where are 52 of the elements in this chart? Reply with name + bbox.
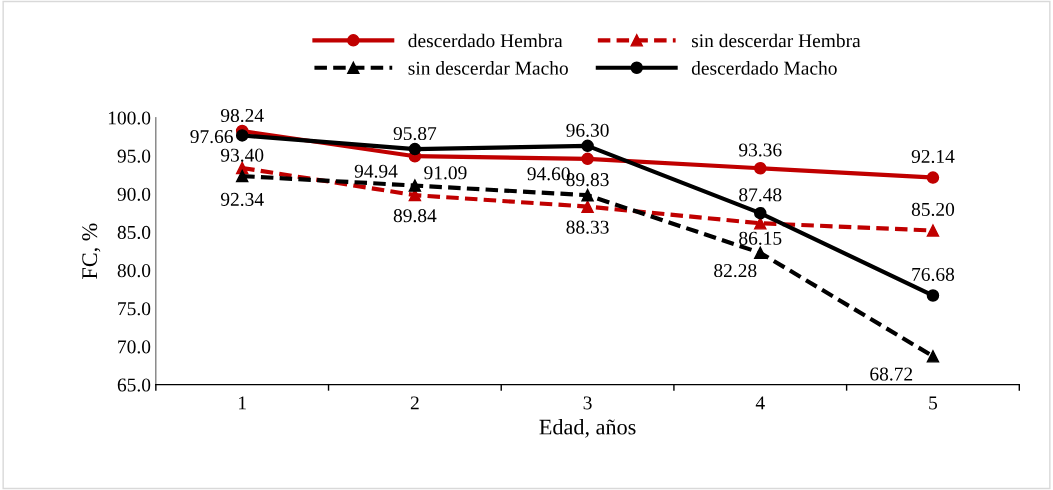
point: [754, 206, 767, 220]
data-label: 88.33: [566, 220, 609, 234]
point: [581, 188, 594, 202]
data-label: 92.14: [911, 149, 955, 164]
legend-label: descerdado Macho: [691, 61, 837, 75]
data-label: 68.72: [870, 367, 913, 381]
data-label: 94.94: [354, 164, 398, 178]
point: [235, 169, 249, 183]
data-label: 82.28: [714, 263, 757, 278]
y-tick-label: 85.0: [117, 225, 151, 240]
point: [408, 142, 422, 156]
y-tick-label: 75.0: [118, 302, 151, 316]
x-tick-label: 2: [410, 396, 419, 410]
point: [754, 162, 767, 175]
data-label: 86.15: [739, 231, 782, 245]
legend-label: sin descerdar Macho: [408, 61, 568, 75]
point: [408, 179, 422, 192]
point: [235, 129, 249, 142]
point: [926, 350, 940, 363]
data-label: 95.87: [393, 126, 437, 141]
point: [581, 139, 594, 153]
x-tick-label: 3: [583, 396, 592, 410]
data-label: 85.20: [911, 202, 955, 217]
data-label: 76.68: [912, 267, 955, 282]
data-label: 89.84: [393, 209, 437, 223]
point: [581, 152, 594, 166]
x-axis-title: Edad, años: [539, 418, 636, 438]
y-tick-label: 70.0: [118, 340, 151, 354]
y-tick-label: 100.0: [108, 111, 151, 125]
legend-label: sin descerdar Hembra: [691, 33, 861, 48]
data-label: 97.66: [190, 130, 233, 144]
y-tick-label: 65.0: [117, 378, 151, 392]
legend-label: descerdado Hembra: [408, 33, 563, 48]
x-tick-label: 4: [755, 396, 765, 410]
data-label: 92.34: [220, 192, 264, 206]
data-label: 93.36: [739, 143, 782, 157]
data-label: 96.30: [566, 123, 609, 137]
point: [754, 246, 767, 260]
y-tick-label: 80.0: [117, 264, 151, 278]
point: [926, 171, 940, 184]
point: [581, 200, 594, 213]
y-tick-label: 95.0: [117, 149, 151, 163]
data-label: 98.24: [220, 108, 264, 123]
x-tick-label: 5: [929, 396, 938, 410]
data-label: 87.48: [739, 188, 782, 202]
point: [926, 224, 940, 237]
y-axis-title: FC, %: [82, 223, 101, 279]
data-label: 91.09: [424, 166, 467, 180]
point: [926, 289, 940, 302]
x-tick-label: 1: [239, 396, 246, 410]
y-tick-label: 90.0: [117, 187, 151, 201]
data-label: 93.40: [220, 148, 264, 162]
